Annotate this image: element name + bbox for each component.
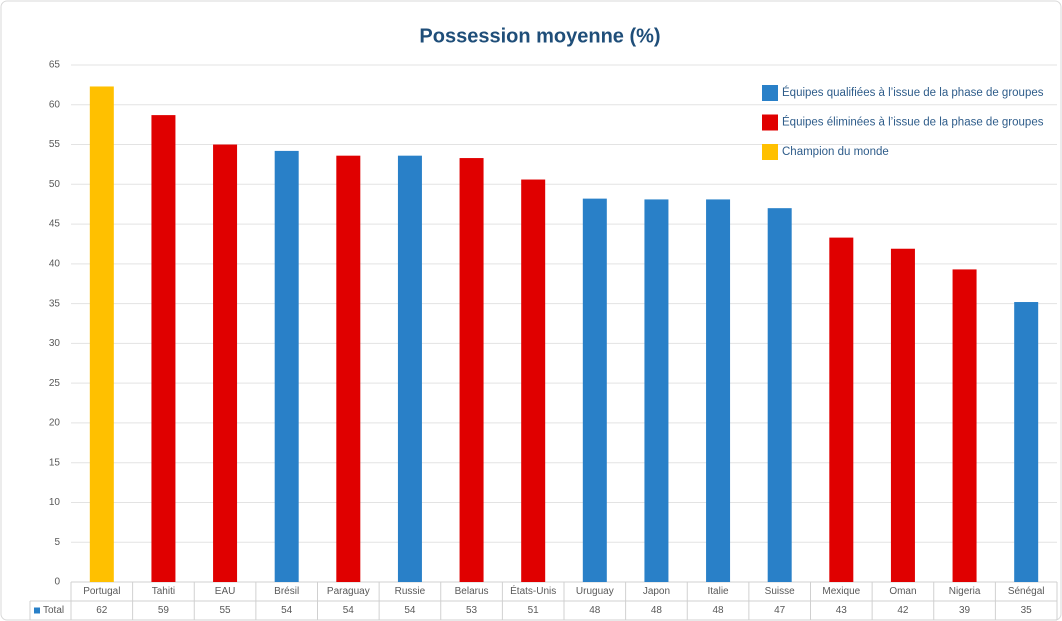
table-value: 35 [1021,605,1033,616]
y-tick-label: 0 [54,577,60,588]
table-value: 48 [651,605,663,616]
table-value: 39 [959,605,971,616]
bar [521,179,546,582]
table-value: 42 [897,605,909,616]
x-tick-label: Portugal [83,586,120,597]
table-value: 54 [343,605,355,616]
bar [829,237,854,583]
legend-swatch [762,114,778,131]
legend-label: Champion du monde [782,146,889,158]
y-tick-label: 60 [49,99,61,110]
x-tick-label: Italie [708,586,730,597]
table-value: 48 [589,605,601,616]
x-tick-label: Belarus [455,586,489,597]
x-tick-label: Brésil [274,586,299,597]
table-value: 62 [96,605,108,616]
x-tick-label: Sénégal [1008,586,1045,597]
bar [151,115,176,583]
x-tick-label: Mexique [822,586,860,597]
bar [274,150,299,582]
bar [767,208,792,582]
x-tick-label: EAU [215,586,236,597]
y-tick-label: 5 [54,537,60,548]
bar [582,198,607,582]
chart-title: Possession moyenne (%) [419,25,660,47]
table-value: 54 [281,605,293,616]
table-value: 51 [528,605,540,616]
legend-label: Équipes qualifiées à l’issue de la phase… [782,86,1044,99]
x-tick-label: Nigeria [949,586,981,597]
table-value: 55 [220,605,232,616]
legend-swatch [762,85,778,101]
table-value: 47 [774,605,786,616]
x-tick-label: Russie [395,586,426,597]
y-tick-label: 40 [49,258,61,269]
y-tick-label: 50 [49,179,61,190]
x-tick-label: Oman [889,586,916,597]
bar [89,86,114,582]
x-tick-label: Tahiti [152,586,175,597]
y-tick-label: 20 [49,418,61,429]
table-value: 43 [836,605,848,616]
x-tick-label: Uruguay [576,586,614,597]
bar [397,155,422,583]
bar [213,144,238,583]
y-tick-label: 65 [49,60,61,71]
x-tick-label: Suisse [765,586,795,597]
x-tick-label: États-Unis [510,584,556,597]
y-tick-label: 35 [49,298,61,309]
bar [644,199,669,583]
x-tick-label: Paraguay [327,586,370,597]
legend-swatch [762,144,778,160]
bar [336,155,361,583]
y-tick-label: 25 [49,378,61,389]
bar [459,158,484,582]
table-value: 48 [713,605,725,616]
y-tick-label: 15 [49,457,61,468]
x-tick-label: Japon [643,586,670,597]
legend-label: Équipes éliminées à l’issue de la phase … [782,116,1044,129]
table-value: 53 [466,605,478,616]
legend-key [34,607,40,614]
bar [706,199,731,583]
table-value: 54 [404,605,416,616]
bar [952,269,977,582]
bar [1014,302,1039,582]
y-tick-label: 10 [49,497,61,508]
y-tick-label: 45 [49,219,61,230]
y-tick-label: 55 [49,139,61,150]
bar [890,248,915,583]
table-series-name: Total [43,605,64,616]
y-tick-label: 30 [49,338,61,349]
table-value: 59 [158,605,170,616]
